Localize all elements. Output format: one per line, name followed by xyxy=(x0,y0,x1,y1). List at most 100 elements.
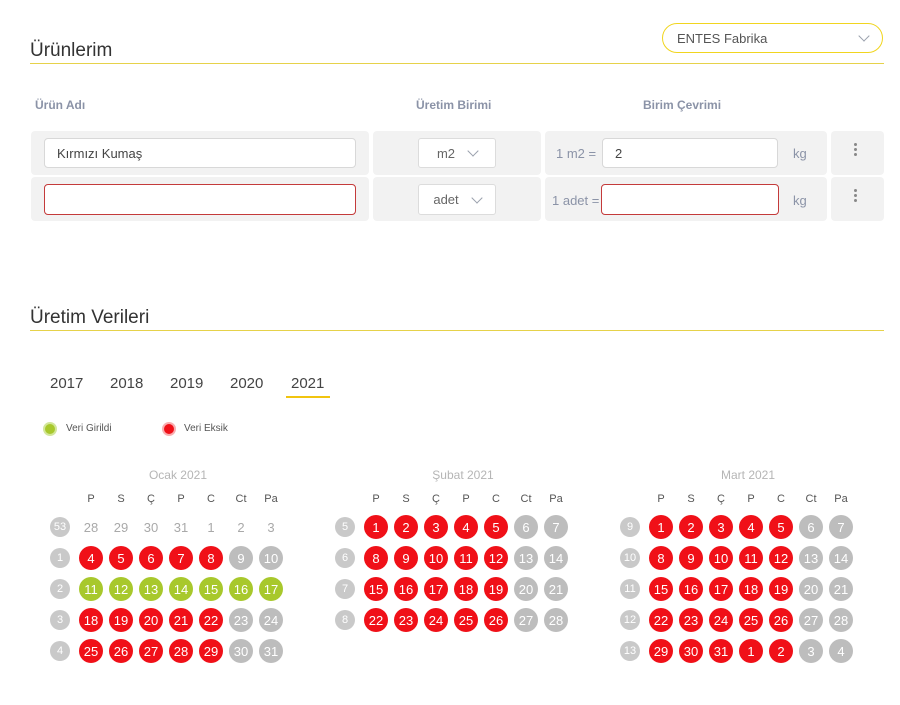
year-tab-2018[interactable]: 2018 xyxy=(110,375,144,392)
month-title: Şubat 2021 xyxy=(432,468,494,482)
calendar-day-missing[interactable]: 19 xyxy=(484,577,508,601)
calendar-day-missing[interactable]: 18 xyxy=(79,608,103,632)
calendar-day-entered[interactable]: 12 xyxy=(109,577,133,601)
calendar-day-weekend: 28 xyxy=(829,608,853,632)
calendar-day-missing[interactable]: 2 xyxy=(679,515,703,539)
calendar-day-weekend: 3 xyxy=(799,639,823,663)
calendar-day-entered[interactable]: 14 xyxy=(169,577,193,601)
calendar-day-missing[interactable]: 8 xyxy=(199,546,223,570)
calendar-day-entered[interactable]: 15 xyxy=(199,577,223,601)
unit-select[interactable]: m2 xyxy=(418,138,496,168)
calendar-day-missing[interactable]: 5 xyxy=(769,515,793,539)
calendar-day-missing[interactable]: 3 xyxy=(709,515,733,539)
calendar-day-missing[interactable]: 15 xyxy=(364,577,388,601)
factory-select[interactable]: ENTES Fabrika xyxy=(662,23,883,53)
calendar-day-missing[interactable]: 11 xyxy=(739,546,763,570)
weekday-label: P xyxy=(372,493,380,505)
calendar-day-weekend: 13 xyxy=(514,546,538,570)
calendar-day-missing[interactable]: 2 xyxy=(769,639,793,663)
calendar-day-missing[interactable]: 4 xyxy=(454,515,478,539)
calendar-day-missing[interactable]: 18 xyxy=(739,577,763,601)
unit-select-value: adet xyxy=(433,192,459,207)
calendar-day-missing[interactable]: 23 xyxy=(679,608,703,632)
calendar-day-weekend: 30 xyxy=(229,639,253,663)
calendar-day-missing[interactable]: 26 xyxy=(769,608,793,632)
calendar-day-missing[interactable]: 12 xyxy=(769,546,793,570)
calendar-day-missing[interactable]: 10 xyxy=(424,546,448,570)
calendar-day-missing[interactable]: 8 xyxy=(364,546,388,570)
conversion-value-input[interactable]: 2 xyxy=(602,138,778,168)
year-tab-2021[interactable]: 2021 xyxy=(291,375,325,392)
calendar-day-missing[interactable]: 16 xyxy=(679,577,703,601)
calendar-day-missing[interactable]: 30 xyxy=(679,639,703,663)
calendar-day-missing[interactable]: 25 xyxy=(454,608,478,632)
calendar-day-missing[interactable]: 21 xyxy=(169,608,193,632)
weekday-label: P xyxy=(462,493,470,505)
calendar-day-missing[interactable]: 1 xyxy=(649,515,673,539)
more-options-icon[interactable] xyxy=(854,143,857,156)
unit-select[interactable]: adet xyxy=(418,184,496,215)
calendar-day-entered[interactable]: 13 xyxy=(139,577,163,601)
calendar-day-entered[interactable]: 16 xyxy=(229,577,253,601)
calendar-day-missing[interactable]: 7 xyxy=(169,546,193,570)
calendar-day-missing[interactable]: 26 xyxy=(109,639,133,663)
calendar-day-missing[interactable]: 22 xyxy=(649,608,673,632)
calendar-day-missing[interactable]: 22 xyxy=(364,608,388,632)
production-divider xyxy=(30,330,884,331)
calendar-day-missing[interactable]: 29 xyxy=(649,639,673,663)
calendar-day-weekend: 7 xyxy=(544,515,568,539)
calendar-day-missing[interactable]: 26 xyxy=(484,608,508,632)
calendar-day-missing[interactable]: 6 xyxy=(139,546,163,570)
calendar-day-missing[interactable]: 1 xyxy=(739,639,763,663)
calendar-day-missing[interactable]: 17 xyxy=(709,577,733,601)
calendar-day-missing[interactable]: 15 xyxy=(649,577,673,601)
calendar-day-missing[interactable]: 12 xyxy=(484,546,508,570)
calendar-day-missing[interactable]: 4 xyxy=(739,515,763,539)
calendar-day-missing[interactable]: 25 xyxy=(79,639,103,663)
calendar-day-missing[interactable]: 5 xyxy=(109,546,133,570)
calendar-day-missing[interactable]: 9 xyxy=(394,546,418,570)
calendar-day-missing[interactable]: 3 xyxy=(424,515,448,539)
calendar-day-missing[interactable]: 20 xyxy=(139,608,163,632)
conversion-prefix: 1 adet = xyxy=(552,193,600,208)
calendar-day-missing[interactable]: 5 xyxy=(484,515,508,539)
calendar-day-missing[interactable]: 31 xyxy=(709,639,733,663)
calendar-day-missing[interactable]: 18 xyxy=(454,577,478,601)
calendar-day-missing[interactable]: 23 xyxy=(394,608,418,632)
calendar-day-missing[interactable]: 4 xyxy=(79,546,103,570)
product-name-input[interactable] xyxy=(44,184,356,215)
calendar-day-missing[interactable]: 9 xyxy=(679,546,703,570)
products-divider xyxy=(30,63,884,64)
calendar-day-missing[interactable]: 24 xyxy=(424,608,448,632)
calendar-day-missing[interactable]: 19 xyxy=(769,577,793,601)
column-header-name: Ürün Adı xyxy=(35,98,86,112)
products-title: Ürünlerim xyxy=(30,40,113,61)
calendar-day-missing[interactable]: 2 xyxy=(394,515,418,539)
calendar-day-weekend: 27 xyxy=(514,608,538,632)
calendar-day-entered[interactable]: 17 xyxy=(259,577,283,601)
calendar-day-entered[interactable]: 11 xyxy=(79,577,103,601)
calendar-day-missing[interactable]: 1 xyxy=(364,515,388,539)
calendar-day-missing[interactable]: 24 xyxy=(709,608,733,632)
conversion-value-input[interactable] xyxy=(601,184,779,215)
calendar-day-missing[interactable]: 17 xyxy=(424,577,448,601)
calendar-day-missing[interactable]: 28 xyxy=(169,639,193,663)
weekday-label: Pa xyxy=(264,493,278,505)
legend-missing-dot xyxy=(162,422,176,436)
calendar-day-missing[interactable]: 8 xyxy=(649,546,673,570)
calendar-day-missing[interactable]: 27 xyxy=(139,639,163,663)
year-tab-2020[interactable]: 2020 xyxy=(230,375,264,392)
calendar-day-missing[interactable]: 22 xyxy=(199,608,223,632)
weekday-label: Ç xyxy=(717,493,725,505)
more-options-icon[interactable] xyxy=(854,189,857,202)
calendar-day-missing[interactable]: 29 xyxy=(199,639,223,663)
calendar-day-missing[interactable]: 10 xyxy=(709,546,733,570)
year-tab-2017[interactable]: 2017 xyxy=(50,375,84,392)
week-number: 2 xyxy=(50,579,70,599)
product-name-input[interactable]: Kırmızı Kumaş xyxy=(44,138,356,168)
calendar-day-missing[interactable]: 11 xyxy=(454,546,478,570)
calendar-day-missing[interactable]: 25 xyxy=(739,608,763,632)
calendar-day-missing[interactable]: 19 xyxy=(109,608,133,632)
calendar-day-missing[interactable]: 16 xyxy=(394,577,418,601)
year-tab-2019[interactable]: 2019 xyxy=(170,375,204,392)
